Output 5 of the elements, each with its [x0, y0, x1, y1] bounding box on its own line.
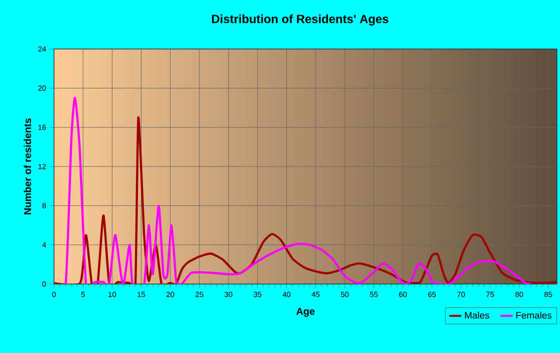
legend-label: Males	[465, 312, 490, 319]
x-axis-title: Age	[296, 308, 315, 317]
y-axis-title: Number of residents	[24, 118, 32, 214]
chart-title: Distribution of Residents' Ages	[212, 14, 388, 26]
legend-label: Females	[516, 312, 552, 319]
